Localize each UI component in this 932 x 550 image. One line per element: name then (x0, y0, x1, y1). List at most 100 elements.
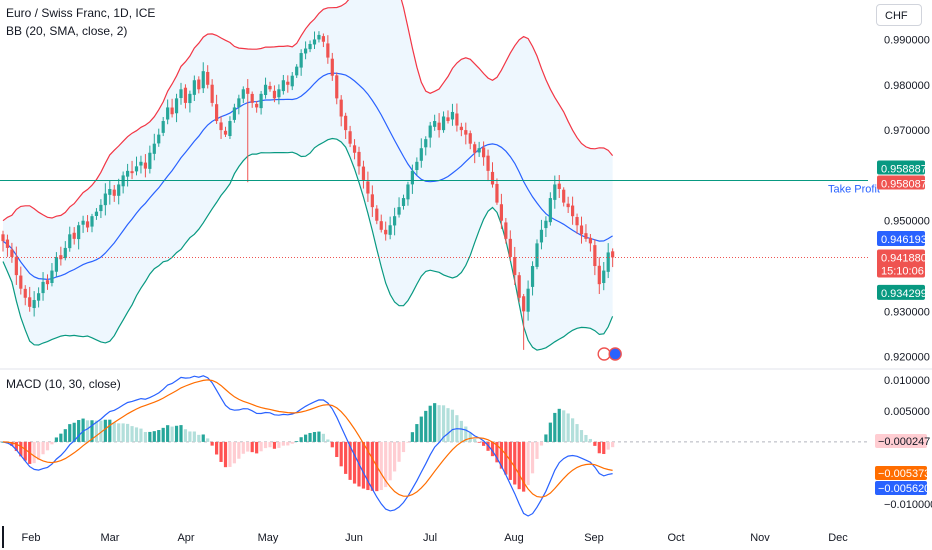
candle[interactable] (437, 113, 441, 138)
candle[interactable] (170, 98, 174, 118)
earnings-event-icon[interactable] (608, 347, 622, 361)
macd-indicator-label[interactable]: MACD (10, 30, close) (6, 377, 121, 391)
candle[interactable] (1, 230, 5, 252)
candle[interactable] (433, 114, 437, 131)
candle[interactable] (263, 77, 268, 99)
candle[interactable] (32, 291, 36, 317)
candle[interactable] (219, 116, 223, 139)
candle[interactable] (357, 146, 361, 175)
candle[interactable] (571, 196, 575, 225)
candle[interactable] (14, 246, 18, 285)
candle[interactable] (535, 239, 539, 270)
candle[interactable] (246, 79, 250, 183)
candle[interactable] (268, 81, 272, 92)
candle[interactable] (281, 74, 285, 95)
candle[interactable] (183, 84, 188, 109)
candle[interactable] (117, 178, 121, 205)
candle[interactable] (174, 93, 179, 123)
candle[interactable] (126, 163, 130, 187)
candle[interactable] (215, 94, 219, 124)
candle[interactable] (326, 35, 330, 64)
candle[interactable] (312, 31, 317, 49)
candle[interactable] (388, 216, 392, 240)
candle[interactable] (299, 49, 303, 76)
candle[interactable] (81, 215, 85, 233)
candle[interactable] (517, 272, 521, 303)
dividend-event-icon[interactable] (597, 347, 611, 361)
candle[interactable] (201, 62, 205, 94)
candle[interactable] (166, 99, 170, 125)
candle[interactable] (384, 221, 388, 241)
candle[interactable] (424, 136, 428, 156)
candle[interactable] (68, 226, 72, 252)
candle[interactable] (352, 139, 357, 160)
candle[interactable] (19, 266, 23, 295)
candle[interactable] (375, 205, 379, 225)
candle[interactable] (255, 100, 259, 113)
candle[interactable] (566, 196, 570, 213)
candle[interactable] (139, 155, 143, 174)
candle[interactable] (10, 242, 14, 263)
candle[interactable] (464, 122, 468, 145)
candle[interactable] (490, 162, 495, 188)
candle[interactable] (90, 213, 94, 233)
candle[interactable] (575, 213, 579, 234)
candle[interactable] (477, 141, 481, 157)
candle[interactable] (37, 287, 41, 308)
candle[interactable] (99, 199, 103, 219)
candle[interactable] (223, 126, 228, 138)
candle[interactable] (272, 85, 277, 103)
candle[interactable] (415, 157, 419, 176)
candle[interactable] (72, 227, 76, 245)
candle[interactable] (232, 103, 236, 123)
candle[interactable] (522, 293, 526, 350)
candle[interactable] (77, 221, 81, 250)
candle[interactable] (228, 116, 232, 139)
candle[interactable] (330, 52, 334, 81)
candle[interactable] (85, 215, 90, 233)
candle[interactable] (513, 246, 517, 285)
candle[interactable] (410, 164, 414, 194)
candle[interactable] (366, 171, 370, 202)
candle[interactable] (277, 84, 281, 105)
candle[interactable] (557, 175, 561, 198)
candle[interactable] (468, 130, 472, 150)
candle[interactable] (134, 156, 139, 176)
candle[interactable] (210, 79, 214, 107)
candle[interactable] (308, 40, 312, 53)
candle[interactable] (161, 117, 165, 137)
candle[interactable] (379, 214, 383, 233)
candle[interactable] (473, 141, 477, 164)
candle[interactable] (553, 175, 557, 209)
candle[interactable] (108, 180, 112, 205)
candle[interactable] (530, 261, 535, 296)
candle[interactable] (28, 286, 32, 312)
candle[interactable] (290, 72, 294, 91)
candle[interactable] (295, 64, 299, 78)
candle[interactable] (361, 160, 366, 189)
candle[interactable] (348, 125, 352, 148)
bb-indicator-label[interactable]: BB (20, SMA, close, 2) (6, 24, 128, 38)
candle[interactable] (259, 90, 263, 115)
candle[interactable] (250, 91, 254, 108)
candle[interactable] (50, 263, 54, 287)
candle[interactable] (588, 233, 592, 252)
candle[interactable] (54, 252, 58, 277)
candle[interactable] (539, 219, 544, 250)
candle[interactable] (504, 217, 508, 244)
candle[interactable] (94, 208, 99, 220)
currency-button[interactable]: CHF (876, 4, 922, 26)
candle[interactable] (548, 192, 552, 226)
candle[interactable] (286, 75, 290, 93)
candle[interactable] (45, 274, 50, 290)
candle[interactable] (562, 187, 566, 207)
candle[interactable] (157, 128, 161, 147)
candle[interactable] (450, 103, 455, 126)
candle[interactable] (526, 280, 530, 321)
candle[interactable] (495, 178, 499, 205)
candle[interactable] (188, 90, 192, 113)
candle[interactable] (335, 72, 339, 105)
candle[interactable] (143, 154, 147, 178)
candle[interactable] (344, 112, 348, 140)
candle[interactable] (482, 141, 486, 166)
